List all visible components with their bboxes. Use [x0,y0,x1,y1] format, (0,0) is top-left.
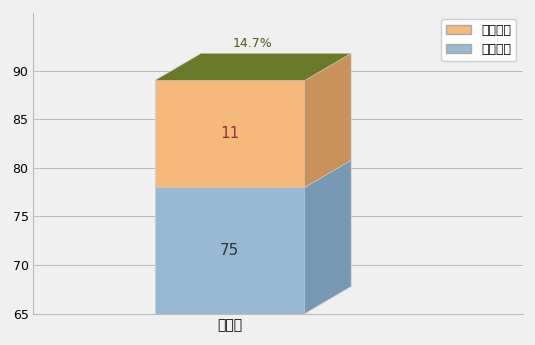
Legend: 검출건수, 검제건수: 검출건수, 검제건수 [441,19,516,61]
Text: 11: 11 [220,126,239,141]
Polygon shape [155,187,305,314]
Polygon shape [305,53,351,187]
Text: 75: 75 [220,243,239,258]
Polygon shape [155,80,305,187]
Polygon shape [155,53,351,80]
Polygon shape [155,160,351,187]
Polygon shape [305,160,351,314]
Text: 14.7%: 14.7% [233,37,273,50]
